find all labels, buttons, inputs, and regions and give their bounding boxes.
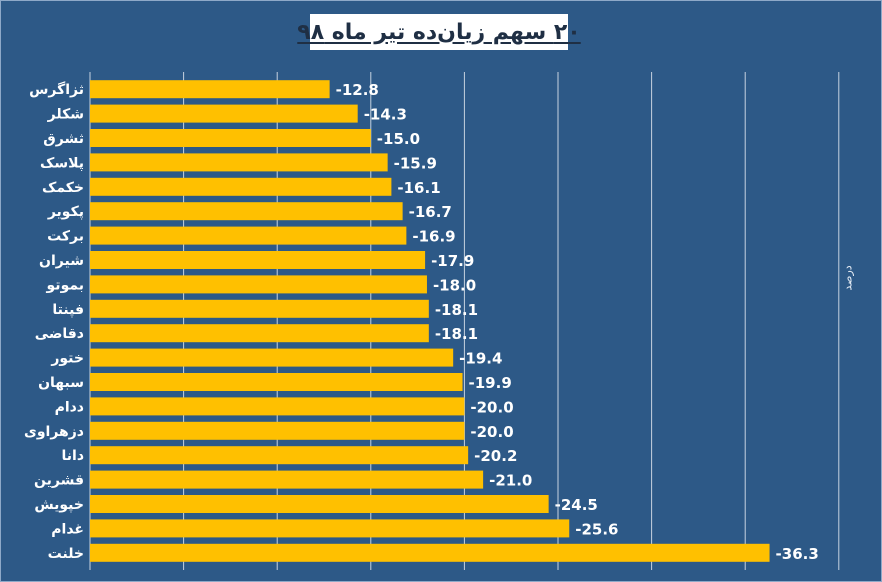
bar bbox=[90, 80, 330, 99]
data-label: -21.0 bbox=[489, 472, 532, 490]
data-label: -18.1 bbox=[435, 301, 478, 319]
data-label: -12.8 bbox=[336, 81, 379, 99]
bar bbox=[90, 153, 388, 172]
bar bbox=[90, 226, 407, 245]
bar bbox=[90, 543, 770, 562]
bar bbox=[90, 495, 549, 513]
bar bbox=[90, 373, 463, 391]
data-label: -20.0 bbox=[470, 398, 513, 416]
category-label: دقاضی bbox=[35, 326, 84, 342]
data-label: -19.4 bbox=[459, 350, 502, 368]
data-label: -15.9 bbox=[394, 154, 437, 172]
bar bbox=[90, 324, 429, 343]
data-label: -24.5 bbox=[555, 496, 598, 514]
category-label: خکمک bbox=[42, 180, 84, 196]
category-label: خپویش bbox=[34, 497, 84, 513]
data-label: -36.3 bbox=[776, 545, 819, 563]
category-label: ختور bbox=[50, 351, 84, 367]
category-label: ددام bbox=[55, 399, 84, 415]
bar bbox=[90, 421, 465, 440]
bar bbox=[90, 129, 371, 147]
bar bbox=[90, 470, 484, 489]
category-label: ثزاگرس bbox=[29, 81, 84, 98]
category-label: پلاسک bbox=[40, 155, 84, 171]
bar bbox=[90, 299, 429, 318]
category-label: دزهراوی bbox=[24, 424, 84, 440]
category-label: ثشرق bbox=[43, 131, 84, 147]
bar bbox=[90, 177, 392, 196]
category-label: بموتو bbox=[46, 277, 84, 293]
data-label: -15.0 bbox=[377, 130, 420, 148]
category-label: شکلر bbox=[47, 107, 84, 123]
bar bbox=[90, 519, 570, 538]
category-label: برکت bbox=[47, 229, 84, 245]
bar bbox=[90, 446, 469, 465]
bar bbox=[90, 251, 426, 269]
category-label: غدام bbox=[51, 521, 84, 537]
bar bbox=[90, 397, 465, 416]
data-label: -16.7 bbox=[409, 203, 452, 221]
data-label: -16.1 bbox=[397, 179, 440, 197]
data-label: -17.9 bbox=[431, 252, 474, 270]
data-label: -25.6 bbox=[575, 520, 618, 538]
data-label: -18.0 bbox=[433, 276, 476, 294]
bar bbox=[90, 202, 403, 221]
bar bbox=[90, 104, 358, 123]
data-label: -19.9 bbox=[469, 374, 512, 392]
category-label: دانا bbox=[62, 448, 85, 464]
category-label: فپنتا bbox=[52, 302, 84, 318]
category-label: شیران bbox=[39, 253, 84, 269]
data-label: -20.0 bbox=[470, 423, 513, 441]
bar bbox=[90, 275, 427, 294]
chart-title: ۲۰ سهم زیان‌ده تیر ماه ۹۸ bbox=[297, 19, 581, 45]
data-label: -16.9 bbox=[412, 228, 455, 246]
category-label: سبهان bbox=[38, 375, 84, 391]
bar bbox=[90, 348, 454, 367]
category-label: قشرین bbox=[34, 473, 84, 489]
data-label: -20.2 bbox=[474, 447, 517, 465]
data-label: -18.1 bbox=[435, 325, 478, 343]
data-label: -14.3 bbox=[364, 106, 407, 124]
category-label: خلنت bbox=[48, 546, 84, 562]
chart-title-box: ۲۰ سهم زیان‌ده تیر ماه ۹۸ bbox=[297, 14, 581, 50]
category-label: پکویر bbox=[47, 204, 84, 220]
